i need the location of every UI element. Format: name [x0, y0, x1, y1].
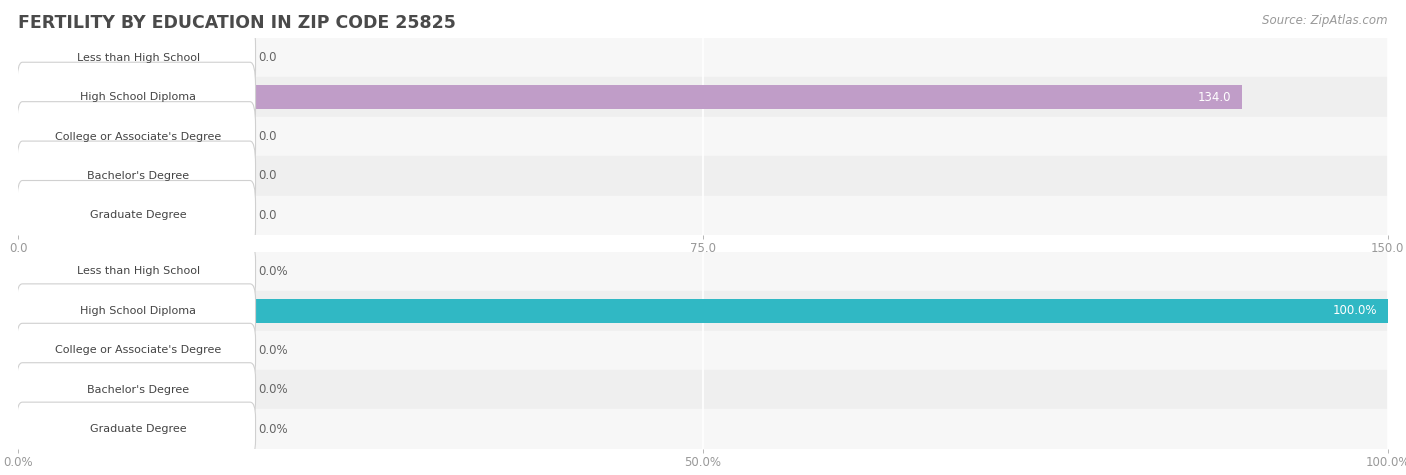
FancyBboxPatch shape	[17, 102, 256, 171]
Text: Less than High School: Less than High School	[76, 266, 200, 276]
Bar	[18, 291, 1388, 331]
FancyBboxPatch shape	[17, 245, 256, 298]
FancyBboxPatch shape	[17, 323, 256, 377]
Bar	[18, 38, 1388, 77]
Bar	[18, 85, 1241, 109]
Bar	[18, 252, 1388, 291]
Bar	[18, 77, 1388, 117]
FancyBboxPatch shape	[17, 180, 256, 250]
Bar	[18, 259, 245, 284]
Bar	[18, 331, 1388, 370]
Bar	[18, 338, 245, 362]
Text: FERTILITY BY EDUCATION IN ZIP CODE 25825: FERTILITY BY EDUCATION IN ZIP CODE 25825	[18, 14, 456, 32]
FancyBboxPatch shape	[17, 284, 256, 338]
Text: High School Diploma: High School Diploma	[80, 306, 195, 316]
Bar	[18, 46, 245, 70]
Bar	[18, 164, 245, 188]
Bar	[18, 156, 1388, 196]
Bar	[18, 117, 1388, 156]
Text: Source: ZipAtlas.com: Source: ZipAtlas.com	[1263, 14, 1388, 27]
Text: Graduate Degree: Graduate Degree	[90, 424, 187, 434]
Text: Bachelor's Degree: Bachelor's Degree	[87, 385, 190, 395]
Text: Bachelor's Degree: Bachelor's Degree	[87, 171, 190, 181]
Text: College or Associate's Degree: College or Associate's Degree	[55, 132, 221, 142]
Bar	[18, 196, 1388, 235]
Bar	[18, 124, 245, 149]
Text: High School Diploma: High School Diploma	[80, 92, 195, 102]
Text: 0.0%: 0.0%	[257, 383, 288, 396]
Text: 0.0: 0.0	[257, 209, 277, 222]
FancyBboxPatch shape	[17, 402, 256, 456]
Text: Graduate Degree: Graduate Degree	[90, 210, 187, 220]
Text: 134.0: 134.0	[1197, 91, 1230, 104]
Text: Less than High School: Less than High School	[76, 53, 200, 63]
Text: College or Associate's Degree: College or Associate's Degree	[55, 345, 221, 355]
Bar	[18, 370, 1388, 409]
FancyBboxPatch shape	[17, 23, 256, 93]
Bar	[18, 299, 1388, 323]
Bar	[18, 203, 245, 228]
Bar	[18, 378, 245, 402]
Text: 0.0%: 0.0%	[257, 423, 288, 436]
Text: 0.0%: 0.0%	[257, 265, 288, 278]
FancyBboxPatch shape	[17, 141, 256, 211]
FancyBboxPatch shape	[17, 62, 256, 132]
Text: 0.0: 0.0	[257, 130, 277, 143]
Text: 0.0: 0.0	[257, 170, 277, 182]
Text: 0.0%: 0.0%	[257, 344, 288, 357]
Bar	[18, 409, 1388, 449]
Text: 100.0%: 100.0%	[1333, 304, 1376, 317]
Text: 0.0: 0.0	[257, 51, 277, 64]
Bar	[18, 417, 245, 441]
FancyBboxPatch shape	[17, 363, 256, 417]
